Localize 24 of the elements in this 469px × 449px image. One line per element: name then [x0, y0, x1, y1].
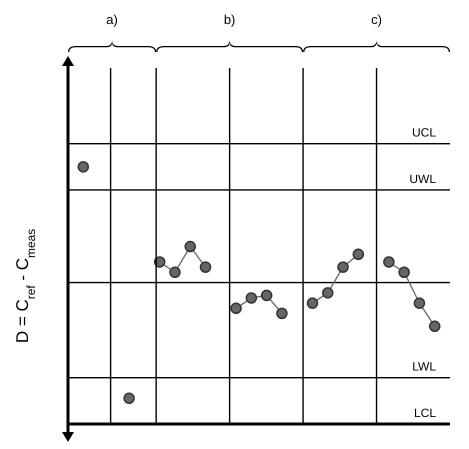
text: c) — [371, 12, 382, 27]
point — [123, 392, 135, 404]
point — [322, 287, 334, 299]
point — [246, 292, 258, 304]
point — [352, 248, 364, 260]
text: a) — [106, 12, 118, 27]
ref-line-label: UWL — [409, 172, 436, 186]
text: b) — [224, 12, 236, 27]
point — [428, 320, 440, 332]
point — [414, 297, 426, 309]
point — [398, 266, 410, 278]
ref-line-label: UCL — [412, 126, 436, 140]
point — [230, 302, 242, 314]
point — [78, 161, 90, 173]
point — [306, 297, 318, 309]
point — [337, 261, 349, 273]
ref-line-label: LWL — [412, 360, 436, 374]
point — [184, 240, 196, 252]
point — [200, 261, 212, 273]
ref-line-label: LCL — [414, 406, 436, 420]
point — [169, 266, 181, 278]
point — [260, 290, 272, 302]
point — [276, 308, 288, 320]
point — [383, 256, 395, 268]
